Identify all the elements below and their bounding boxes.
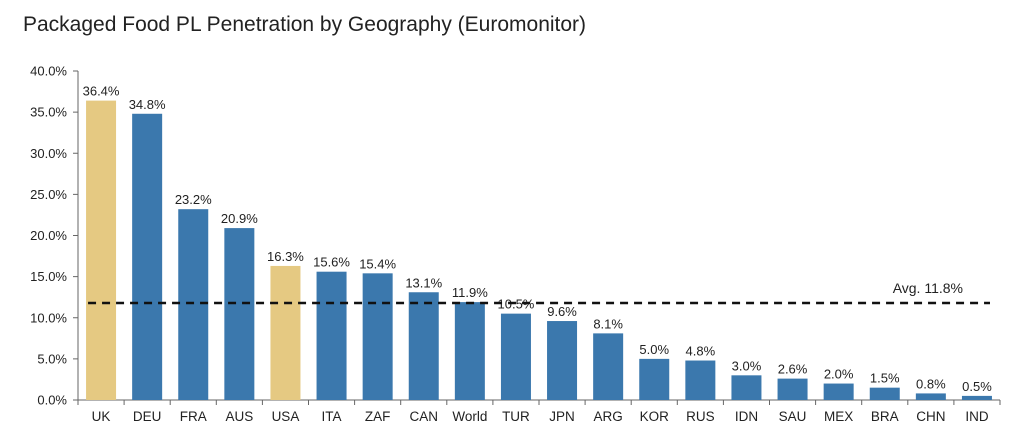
category-label: USA: [272, 409, 300, 424]
bar-rus: [685, 360, 716, 400]
category-label: AUS: [225, 409, 253, 424]
bar-kor: [639, 358, 670, 400]
category-label: RUS: [686, 409, 715, 424]
y-tick-label: 0.0%: [37, 393, 67, 408]
value-label: 34.8%: [129, 97, 166, 112]
bar-sau: [777, 378, 808, 400]
category-label: UK: [92, 409, 111, 424]
y-tick-label: 30.0%: [30, 146, 67, 161]
category-label: KOR: [640, 409, 670, 424]
bar-idn: [731, 375, 762, 400]
bar-zaf: [362, 273, 393, 400]
value-label: 13.1%: [405, 275, 442, 290]
category-label: IDN: [735, 409, 758, 424]
value-label: 5.0%: [639, 342, 669, 357]
bar-jpn: [547, 321, 578, 400]
value-label: 23.2%: [175, 192, 212, 207]
y-tick-label: 25.0%: [30, 187, 67, 202]
category-label: World: [452, 409, 487, 424]
category-label: FRA: [180, 409, 207, 424]
bar-usa: [270, 265, 301, 400]
category-label: CHN: [916, 409, 945, 424]
bar-world: [454, 302, 485, 400]
y-tick-label: 15.0%: [30, 269, 67, 284]
value-label: 10.5%: [498, 297, 535, 312]
y-tick-label: 5.0%: [37, 351, 67, 366]
bar-aus: [224, 228, 255, 400]
bar-deu: [132, 113, 163, 401]
category-label: TUR: [502, 409, 530, 424]
bar-chn: [915, 393, 946, 400]
value-label: 1.5%: [870, 371, 900, 386]
category-label: MEX: [824, 409, 853, 424]
category-label: ARG: [594, 409, 623, 424]
bar-ind: [961, 395, 992, 400]
value-label: 36.4%: [83, 84, 120, 99]
y-tick-label: 35.0%: [30, 105, 67, 120]
value-label: 9.6%: [547, 304, 577, 319]
value-label: 4.8%: [686, 344, 716, 359]
value-label: 3.0%: [732, 358, 762, 373]
value-label: 11.9%: [452, 285, 488, 300]
category-label: DEU: [133, 409, 162, 424]
bar-mex: [823, 383, 854, 400]
bar-can: [408, 292, 439, 400]
average-label: Avg. 11.8%: [893, 280, 963, 296]
bar-tur: [500, 313, 531, 400]
category-label: SAU: [779, 409, 807, 424]
category-label: CAN: [409, 409, 438, 424]
bar-uk: [86, 100, 117, 401]
chart-title: Packaged Food PL Penetration by Geograph…: [23, 13, 587, 36]
bar-arg: [593, 333, 624, 400]
y-tick-label: 10.0%: [30, 310, 67, 325]
value-label: 2.6%: [778, 362, 808, 377]
bar-bra: [869, 387, 900, 400]
value-label: 8.1%: [593, 316, 623, 331]
value-label: 15.4%: [359, 256, 396, 271]
value-label: 2.0%: [824, 367, 854, 382]
category-label: JPN: [549, 409, 575, 424]
category-label: ZAF: [365, 409, 391, 424]
bar-fra: [178, 209, 209, 400]
bar-ita: [316, 271, 347, 400]
category-label: BRA: [871, 409, 899, 424]
y-tick-label: 20.0%: [30, 228, 67, 243]
y-tick-label: 40.0%: [30, 64, 67, 79]
value-label: 15.6%: [313, 255, 350, 270]
value-label: 0.5%: [962, 379, 992, 394]
category-label: ITA: [322, 409, 342, 424]
value-label: 20.9%: [221, 211, 258, 226]
value-label: 0.8%: [916, 376, 946, 391]
value-label: 16.3%: [267, 249, 304, 264]
category-label: IND: [965, 409, 989, 424]
